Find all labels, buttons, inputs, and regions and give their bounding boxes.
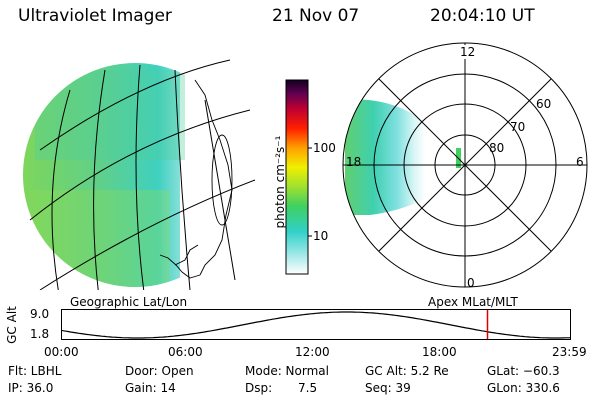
colorbar-tick-100: 100 <box>313 141 336 155</box>
timeline-x-tick-0600: 06:00 <box>168 345 203 359</box>
instrument-title: Ultraviolet Imager <box>18 6 172 26</box>
colorbar-gradient <box>285 79 309 275</box>
gain-status: Gain: 14 <box>125 381 176 395</box>
mlt-label-18: 18 <box>346 155 362 169</box>
mlt-label-6: 6 <box>576 155 584 169</box>
timeline-y-tick-min: 1.8 <box>30 327 50 341</box>
timeline-x-tick-1800: 18:00 <box>422 345 457 359</box>
gc-alt-status: GC Alt: 5.2 Re <box>365 364 449 378</box>
lat-label-80: 80 <box>489 141 505 155</box>
mlt-label-12: 12 <box>460 45 476 59</box>
colorbar-unit-label: photon cm⁻²s⁻¹ <box>273 135 287 229</box>
colorbar <box>285 79 312 275</box>
seq-status: Seq: 39 <box>365 381 411 395</box>
timeline-x-tick-2359: 23:59 <box>552 345 587 359</box>
apex-panel-label: Apex MLat/MLT <box>428 295 518 309</box>
geographic-image <box>23 59 256 290</box>
altitude-timeline <box>61 309 572 340</box>
door-status: Door: Open <box>125 364 194 378</box>
ip-status: IP: 36.0 <box>8 381 54 395</box>
date-label: 21 Nov 07 <box>272 6 360 26</box>
colorbar-tick-10: 10 <box>313 229 329 243</box>
lat-label-70: 70 <box>510 120 526 134</box>
glat-status: GLat: −60.3 <box>487 364 560 378</box>
glon-status: GLon: 330.6 <box>487 381 560 395</box>
polar-plot <box>342 42 588 288</box>
dsp-value: 7.5 <box>298 381 318 395</box>
dsp-label: Dsp: <box>245 381 273 395</box>
filter-status: Flt: LBHL <box>8 364 62 378</box>
lat-label-60: 60 <box>536 97 552 111</box>
mode-status: Mode: Normal <box>245 364 329 378</box>
timeline-axis-label: GC Alt <box>5 306 19 344</box>
timeline-y-tick-max: 9.0 <box>30 307 50 321</box>
mlt-label-0: 0 <box>467 276 475 290</box>
time-label: 20:04:10 UT <box>430 6 535 26</box>
timeline-x-tick-0000: 00:00 <box>44 345 79 359</box>
geographic-panel-label: Geographic Lat/Lon <box>70 295 188 309</box>
timeline-x-tick-1200: 12:00 <box>295 345 330 359</box>
